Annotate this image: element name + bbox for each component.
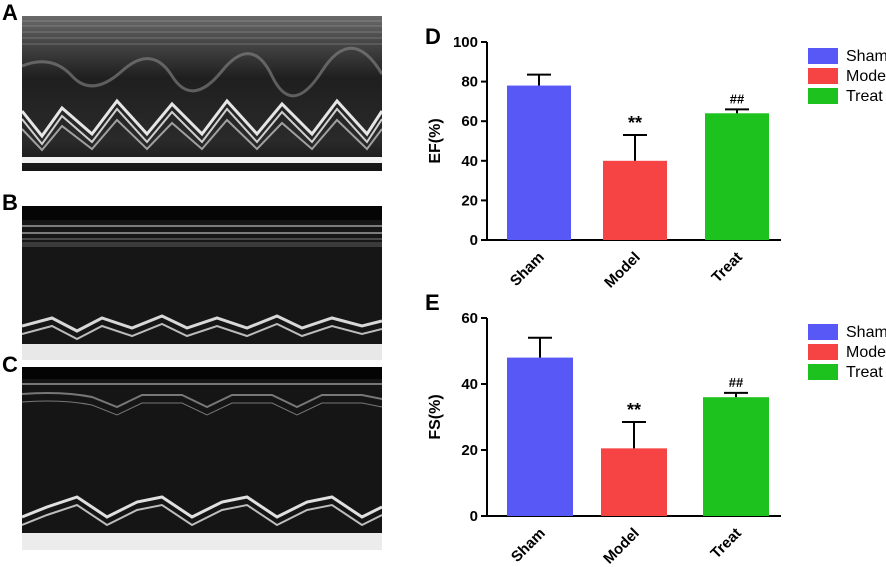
chart-e-y-tick-label: 20 [461,442,478,459]
chart-e-x-tick-label-model: Model [600,525,643,567]
chart-e-y-tick-label: 40 [461,376,478,393]
chart-e-bar-sham [507,357,573,516]
chart-d-y-tick-label: 80 [461,74,478,91]
chart-d-bar-treat [705,113,769,240]
chart-d-x-tick-label-treat: Treat [708,249,745,286]
chart-e-annotation-treat: ## [729,375,744,390]
chart-d-bar-model [603,160,667,240]
chart-e-legend-label-treat: Treat [846,364,883,381]
chart-e-annotation-model: ** [627,400,641,420]
chart-e-y-axis-label: FS(%) [427,394,444,439]
chart-e-legend-swatch-treat [808,364,838,380]
chart-d-y-tick-label: 20 [461,192,478,209]
chart-d-x-tick-label-model: Model [601,249,644,292]
chart-e-y-tick-label: 60 [461,310,478,327]
chart-e-legend-swatch-model [808,344,838,360]
chart-d-y-tick-label: 0 [470,232,478,249]
chart-d-y-tick-label: 100 [453,34,478,51]
chart-d-y-tick-label: 40 [461,153,478,170]
echo-image-a [22,16,382,171]
chart-d-y-tick-label: 60 [461,113,478,130]
panel-label-b: B [2,190,18,215]
chart-d-y-axis-label: EF(%) [427,118,444,163]
chart-d-x-tick-label-sham: Sham [507,249,548,290]
panel-label-e: E [425,290,440,315]
panel-label-a: A [2,0,18,25]
panel-label-c: C [2,352,18,377]
chart-d-annotation-model: ** [628,113,642,133]
chart-d-legend-swatch-treat [808,88,838,104]
chart-e-y-tick-label: 0 [470,508,478,525]
chart-d-legend-label-sham: Sham [846,48,886,65]
chart-e-legend-swatch-sham [808,324,838,340]
chart-e-legend-label-sham: Sham [846,324,886,341]
echo-image-b [22,206,382,360]
chart-e-bar-model [601,448,667,516]
chart-d-annotation-treat: ## [730,91,745,106]
chart-d-bar-sham [507,85,571,240]
chart-e-x-tick-label-treat: Treat [707,525,744,562]
chart-e-x-tick-label-sham: Sham [508,525,549,566]
chart-d-legend-label-treat: Treat [846,88,883,105]
echo-image-c [22,367,382,550]
chart-d-legend-label-model: Model [846,68,886,85]
chart-e-legend-label-model: Model [846,344,886,361]
panel-label-d: D [425,24,441,49]
chart-e-bar-treat [703,397,769,516]
chart-d-legend-swatch-sham [808,48,838,64]
chart-d-legend-swatch-model [808,68,838,84]
